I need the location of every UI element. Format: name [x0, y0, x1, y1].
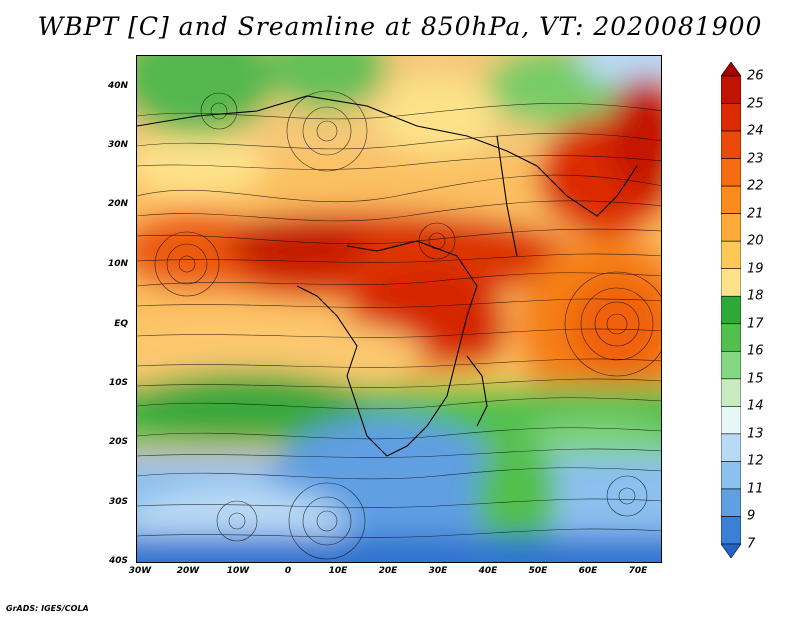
colorbar-segment: [721, 378, 741, 407]
colorbar-segment: [721, 295, 741, 325]
lon-tick-20e: 20E: [378, 566, 398, 576]
colorbar-segment: [721, 461, 741, 490]
colorbar-segment: [721, 103, 741, 132]
lat-tick-20s: 20S: [108, 437, 128, 447]
lon-tick-0: 0: [284, 566, 292, 576]
lon-tick-30e: 30E: [428, 566, 448, 576]
colorbar-label: 7: [747, 536, 756, 552]
colorbar-segment: [721, 213, 741, 242]
lon-tick-10e: 10E: [328, 566, 348, 576]
lon-tick-10w: 10W: [226, 566, 250, 576]
lon-tick-70e: 70E: [628, 566, 648, 576]
colorbar-label: 17: [747, 316, 764, 332]
colorbar-segment: [721, 158, 741, 187]
colorbar-label: 21: [747, 206, 764, 222]
colorbar-label: 23: [747, 151, 764, 167]
colorbar-label: 13: [747, 426, 764, 442]
lat-tick-10n: 10N: [107, 259, 128, 269]
colorbar-label: 12: [747, 453, 764, 469]
chart-title: WBPT [C] and Sreamline at 850hPa, VT: 20…: [37, 12, 763, 41]
coastlines: [137, 95, 638, 457]
colorbar-label: 15: [747, 371, 764, 387]
colorbar-label: 26: [747, 68, 764, 84]
colorbar-top-arrow: [721, 62, 741, 77]
colorbar-label: 20: [747, 233, 764, 249]
colorbar-segment: [721, 185, 741, 214]
colorbar-segment: [721, 268, 741, 297]
lon-tick-30w: 30W: [128, 566, 152, 576]
colorbar-label: 9: [747, 508, 756, 524]
colorbar-segment: [721, 75, 741, 104]
colorbar-label: 11: [747, 481, 764, 497]
colorbar-segment: [721, 323, 741, 352]
colorbar-bottom-arrow: [721, 543, 741, 558]
lat-tick-40n: 40N: [107, 81, 128, 91]
lat-tick-30s: 30S: [108, 497, 128, 507]
colorbar-segment: [721, 350, 741, 380]
lon-tick-40e: 40E: [478, 566, 498, 576]
lat-tick-eq: EQ: [114, 319, 128, 329]
lon-tick-50e: 50E: [528, 566, 548, 576]
colorbar-segment: [721, 406, 741, 435]
lat-tick-30n: 30N: [107, 140, 128, 150]
colorbar-label: 24: [747, 123, 764, 139]
temperature-field: [137, 56, 661, 562]
colorbar: [721, 62, 741, 558]
colorbar-segment: [721, 433, 741, 462]
colorbar-label: 18: [747, 288, 764, 304]
lat-tick-40s: 40S: [108, 556, 128, 566]
colorbar-segment: [721, 130, 741, 159]
map-plot: [136, 55, 662, 563]
colorbar-label: 14: [747, 398, 764, 414]
colorbar-segment: [721, 488, 741, 517]
lon-tick-20w: 20W: [176, 566, 200, 576]
colorbar-label: 19: [747, 261, 764, 277]
colorbar-segment: [721, 240, 741, 270]
colorbar-label: 22: [747, 178, 764, 194]
lon-tick-60e: 60E: [578, 566, 598, 576]
lat-tick-10s: 10S: [108, 378, 128, 388]
colorbar-label: 16: [747, 343, 764, 359]
credit-text: GrADS: IGES/COLA: [6, 604, 89, 613]
colorbar-segment: [721, 516, 741, 545]
lat-tick-20n: 20N: [107, 199, 128, 209]
colorbar-label: 25: [747, 96, 764, 112]
